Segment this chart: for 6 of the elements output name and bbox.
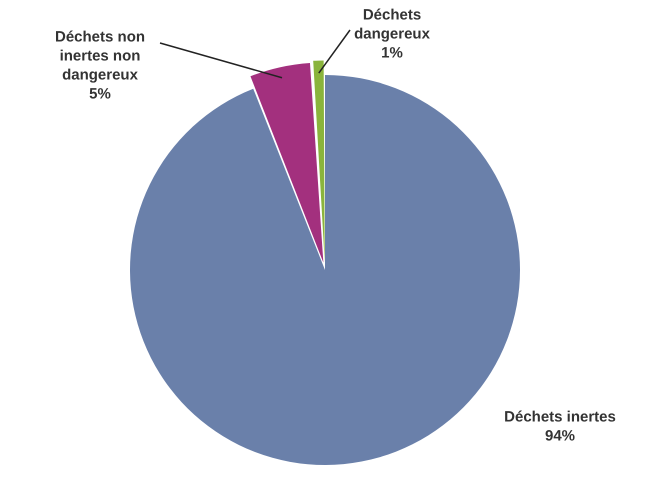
- slice-label: Déchets dangereux: [354, 6, 431, 43]
- data-label: 5%: [89, 86, 111, 103]
- data-label: 1%: [381, 44, 403, 62]
- slice-label: Déchets inertes: [504, 408, 616, 426]
- data-label: 94%: [544, 428, 576, 445]
- slice-label: Déchets non inertes non dangereux: [54, 28, 146, 84]
